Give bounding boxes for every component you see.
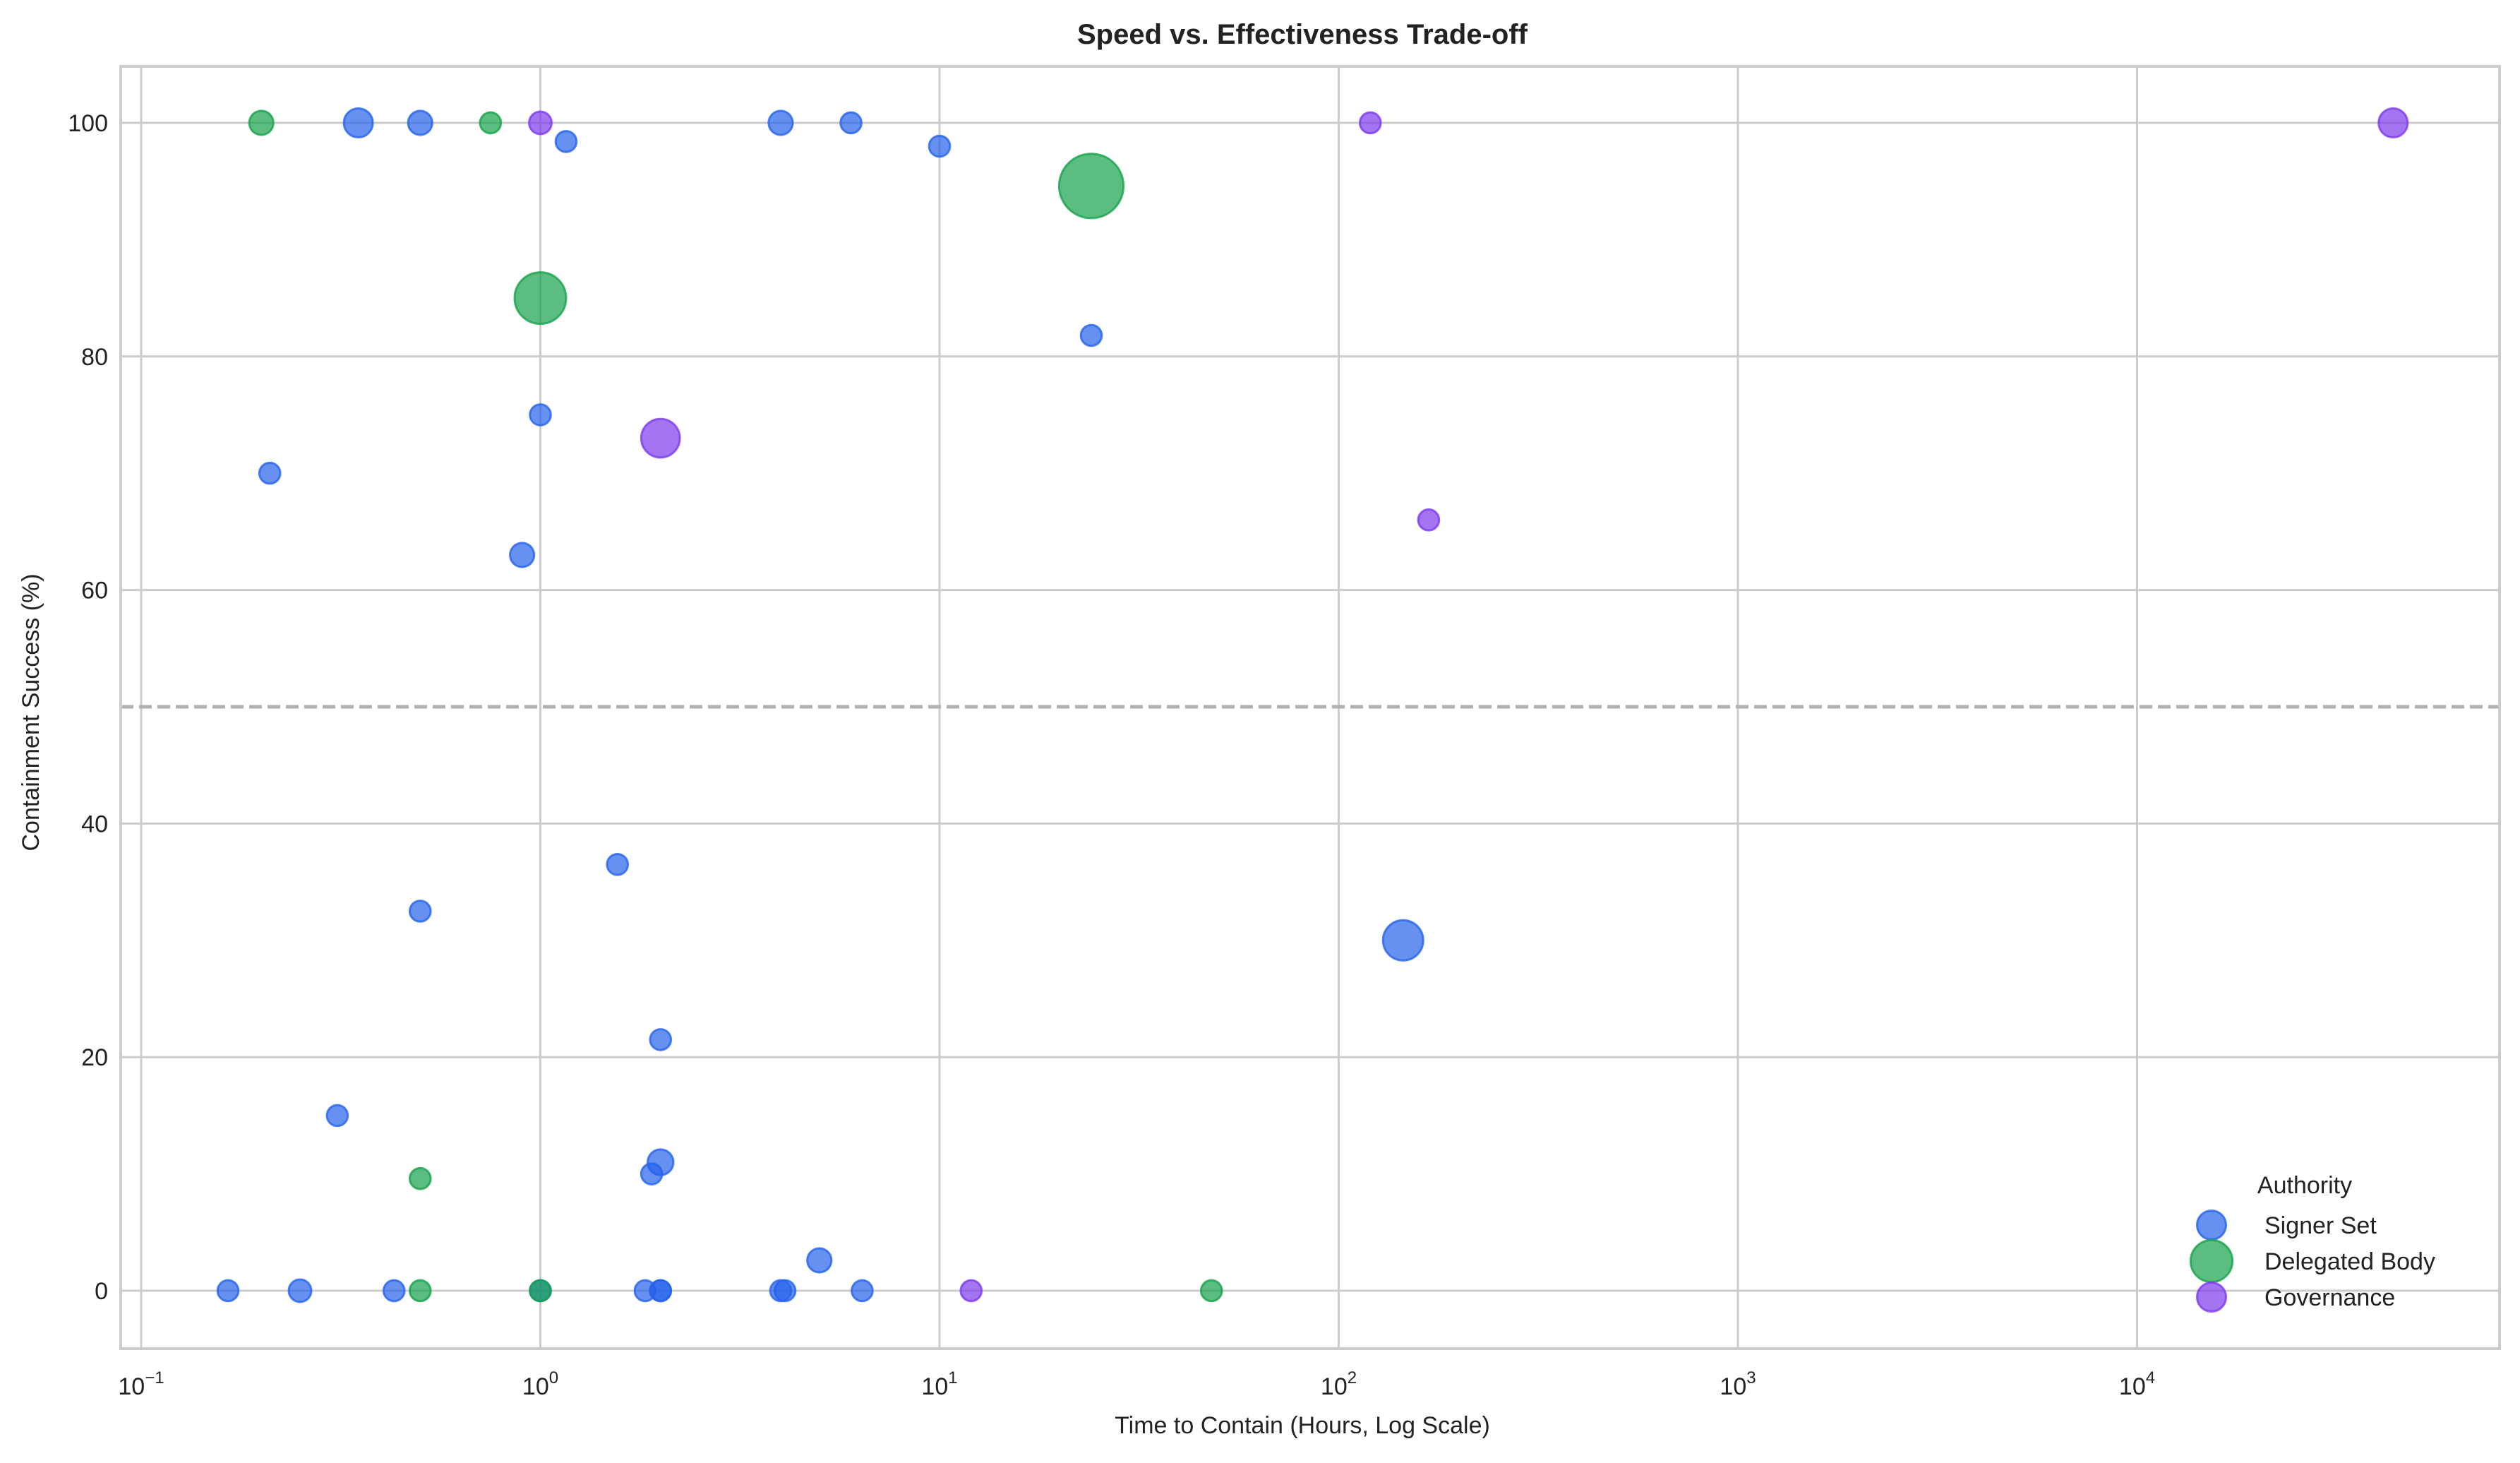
- data-point: [287, 1278, 313, 1303]
- data-point: [216, 1279, 240, 1303]
- data-point: [529, 403, 552, 426]
- x-tick-label: 103: [1720, 1368, 1756, 1400]
- legend: Authority Signer Set Delegated Body Govern…: [2189, 1172, 2435, 1313]
- data-point: [806, 1247, 833, 1274]
- x-tick-label: 104: [2119, 1368, 2155, 1400]
- data-point: [479, 111, 503, 135]
- y-axis-label: Containment Success (%): [18, 573, 44, 851]
- data-point: [248, 109, 275, 136]
- x-tick-label: 100: [522, 1368, 558, 1400]
- data-point: [649, 1028, 673, 1051]
- data-point: [640, 1162, 664, 1186]
- data-point: [408, 1166, 432, 1190]
- data-point: [258, 461, 282, 485]
- legend-marker: [2195, 1281, 2228, 1313]
- data-point: [1358, 111, 1382, 135]
- y-tick-label: 60: [81, 578, 108, 604]
- legend-label: Signer Set: [2264, 1212, 2377, 1239]
- data-point: [640, 417, 681, 459]
- legend-label: Governance: [2264, 1284, 2395, 1311]
- data-point: [554, 130, 578, 153]
- y-tick-label: 20: [81, 1044, 108, 1071]
- data-point: [509, 542, 536, 568]
- data-point: [2377, 107, 2409, 139]
- data-point: [1057, 153, 1125, 220]
- x-tick-labels: 10−1 100 101 102 103 104: [118, 1368, 2155, 1400]
- data-point: [342, 107, 374, 139]
- data-point: [325, 1104, 349, 1128]
- y-tick-label: 0: [95, 1278, 108, 1305]
- data-point: [767, 109, 794, 136]
- y-tick-label: 100: [68, 110, 108, 137]
- data-point: [1381, 919, 1424, 962]
- legend-marker: [2189, 1238, 2234, 1284]
- data-point: [529, 1279, 552, 1303]
- data-point: [382, 1279, 406, 1303]
- y-tick-labels: 0 20 40 60 80 100: [68, 110, 108, 1305]
- x-tick-label: 102: [1321, 1368, 1357, 1400]
- data-point: [407, 109, 433, 136]
- x-tick-label: 101: [921, 1368, 957, 1400]
- plot-frame: [119, 65, 2501, 1350]
- data-point: [959, 1279, 983, 1303]
- legend-marker: [2195, 1209, 2228, 1241]
- data-point: [1199, 1279, 1223, 1303]
- data-point: [528, 110, 553, 136]
- y-tick-label: 80: [81, 344, 108, 371]
- x-tick-label: 10−1: [118, 1368, 164, 1400]
- y-tick-label: 40: [81, 811, 108, 837]
- legend-title: Authority: [2257, 1172, 2352, 1199]
- data-point: [1417, 508, 1441, 532]
- data-point: [851, 1279, 874, 1303]
- data-point: [839, 111, 863, 135]
- x-axis-label: Time to Contain (Hours, Log Scale): [1115, 1412, 1490, 1439]
- legend-label: Delegated Body: [2264, 1248, 2435, 1275]
- data-points: [216, 107, 2409, 1303]
- chart-title: Speed vs. Effectiveness Trade-off: [1077, 19, 1528, 50]
- data-point: [773, 1279, 797, 1303]
- data-point: [1079, 323, 1103, 347]
- data-point: [928, 134, 952, 158]
- data-point: [408, 900, 432, 923]
- data-point: [649, 1279, 673, 1303]
- data-point: [513, 271, 568, 326]
- data-point: [408, 1279, 432, 1303]
- data-point: [606, 852, 630, 876]
